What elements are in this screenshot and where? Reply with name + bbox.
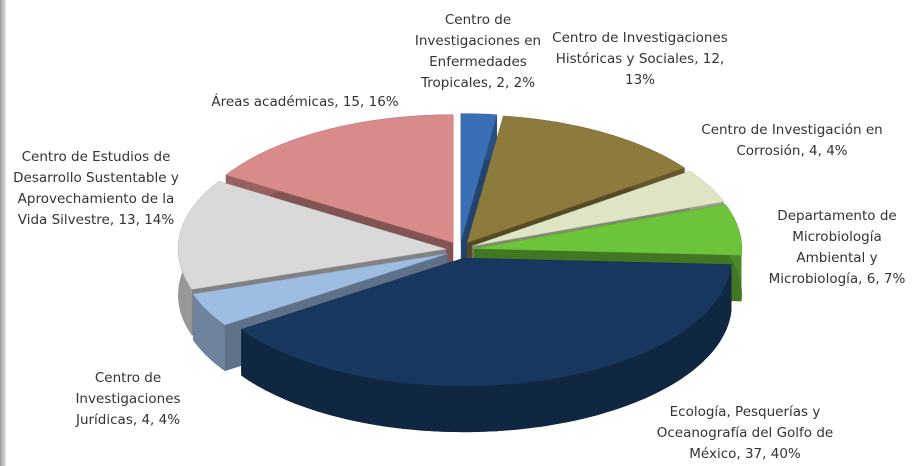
data-label: Centro de Investigación en Corrosión, 4,… (701, 122, 883, 159)
data-label: Áreas académicas, 15, 16% (211, 94, 399, 110)
slice-radial-side (193, 253, 448, 341)
slice (225, 114, 454, 244)
data-label: Centro de Investigaciones Jurídicas, 4, … (75, 370, 181, 428)
slice (472, 170, 725, 247)
slice (192, 253, 448, 326)
slice-outer-side (241, 264, 732, 433)
slice (240, 257, 732, 387)
data-label: Centro de Investigaciones en Enfermedade… (414, 12, 542, 91)
slice-outer-side (193, 294, 225, 371)
data-label: Ecología, Pesquerías y Oceanografía del … (656, 404, 834, 462)
data-label: Departamento de Microbiología Ambiental … (768, 208, 906, 287)
data-label: Centro de Estudios de Desarrollo Sustent… (13, 149, 179, 228)
slice (466, 115, 686, 244)
slice (473, 204, 743, 256)
slice (177, 181, 447, 290)
data-label: Centro de Investigaciones Históricas y S… (552, 30, 728, 88)
slice (460, 113, 498, 242)
